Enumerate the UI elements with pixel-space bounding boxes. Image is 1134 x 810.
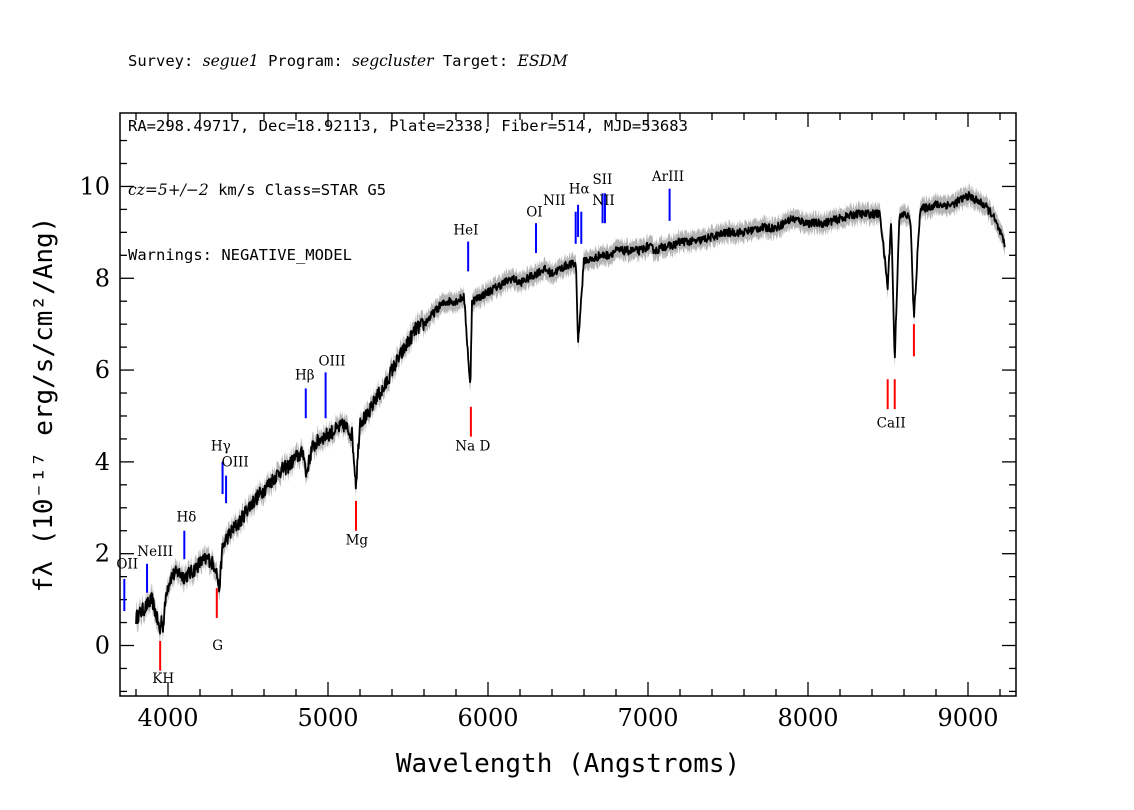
y-tick-label: 0 [95,632,110,660]
header-line-warnings: Warnings: NEGATIVE_MODEL [128,245,352,264]
y-axis-title: fλ (10⁻¹⁷ erg/s/cm²/Ang) [29,217,59,593]
line-label: NeIII [137,544,173,560]
redshift-class: km/s Class=STAR G5 [208,181,387,199]
line-label: Hδ [176,510,196,526]
header-line-redshift: cz=5+/−2 km/s Class=STAR G5 [128,180,1108,202]
y-tick-label: 6 [95,356,110,384]
tick-labels: 4000 5000 6000 7000 8000 9000 0 2 4 6 8 10 [79,172,998,732]
target-label: Target: [433,52,518,70]
spectrum-header: Survey: segue1 Program: segcluster Targe… [128,8,1108,288]
program-label: Program: [258,52,353,70]
axis-ticks [120,113,1016,696]
line-label: Mg [346,533,369,549]
line-label: OIII [318,353,345,369]
x-tick-label: 8000 [777,704,838,732]
line-label: Hγ [211,438,231,454]
header-line-survey: Survey: segue1 Program: segcluster Targe… [128,51,1108,73]
x-tick-label: 7000 [617,704,678,732]
line-label: OII [116,556,138,572]
line-label: Na D [455,438,490,454]
line-label: G [212,638,223,654]
line-label: NII [592,193,614,209]
redshift-value: cz=5+/−2 [128,181,209,199]
spectral-line-marks [123,188,915,671]
survey-label: Survey: [128,52,203,70]
x-tick-label: 9000 [937,704,998,732]
x-tick-label: 6000 [457,704,518,732]
plot-frame [119,112,1017,697]
y-tick-label: 8 [95,264,110,292]
x-axis-title: Wavelength (Angstroms) [396,749,740,779]
survey-value: segue1 [202,52,259,70]
line-label: KH [152,671,174,687]
y-tick-label: 4 [95,448,110,476]
y-tick-label: 2 [95,540,110,568]
line-label: Hα [569,181,590,197]
line-label: OI [526,204,542,220]
line-label: NII [543,193,565,209]
y-tick-label: 10 [79,172,110,200]
x-tick-label: 4000 [137,704,198,732]
line-label: OIII [222,454,249,470]
target-value: ESDM [517,52,568,70]
line-label: Hβ [295,367,315,383]
program-value: segcluster [352,52,434,70]
header-line-coordinates: RA=298.49717, Dec=18.92113, Plate=2338, … [128,116,688,135]
line-label: ArIII [651,169,684,185]
spectrum-series [135,191,1006,635]
line-label: HeI [453,223,478,239]
x-tick-label: 5000 [297,704,358,732]
line-label: SII [592,172,612,188]
error-envelope [136,182,1005,643]
line-label: CaII [877,415,906,431]
error-band [136,182,1005,643]
spectrum-line [135,191,1006,635]
